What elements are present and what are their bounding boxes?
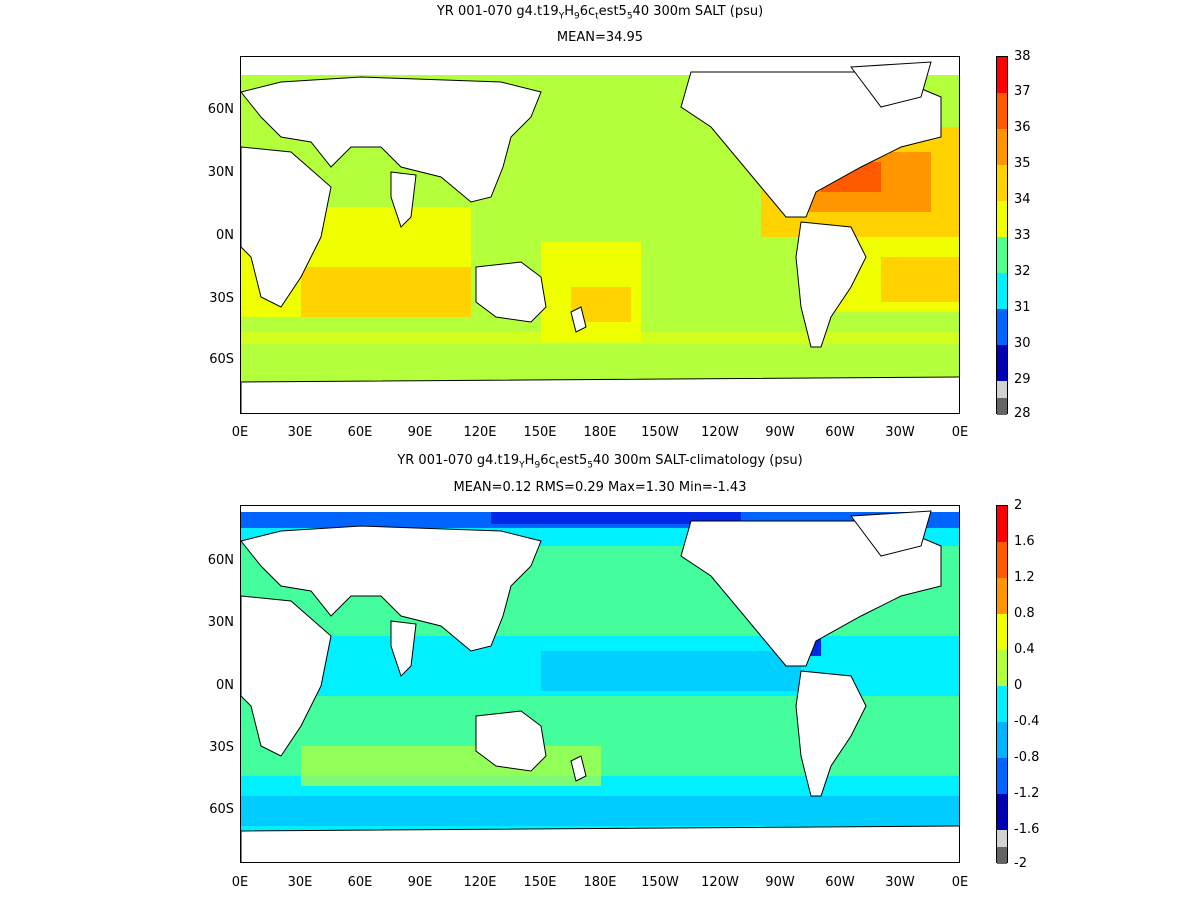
lon-label: 0E — [951, 875, 969, 890]
colorbar-label: 0 — [1014, 678, 1023, 693]
lat-label: 60N — [207, 553, 234, 568]
colorbar-label: 0.4 — [1014, 642, 1035, 657]
colorbar-label: 33 — [1014, 228, 1031, 243]
lon-label: 150W — [641, 425, 679, 440]
colorbar-label: -1.2 — [1014, 786, 1040, 801]
salinity-anomaly-map — [240, 505, 960, 863]
colorbar-label: -0.4 — [1014, 714, 1040, 729]
lon-label: 0E — [231, 875, 249, 890]
colorbar-label: 36 — [1014, 120, 1031, 135]
colorbar-label: 31 — [1014, 300, 1031, 315]
lat-label: 30N — [207, 615, 234, 630]
panel2-subtitle: MEAN=0.12 RMS=0.29 Max=1.30 Min=-1.43 — [453, 480, 747, 495]
lon-label: 150E — [523, 425, 557, 440]
lon-label: 90E — [407, 875, 433, 890]
colorbar-label: 35 — [1014, 156, 1031, 171]
colorbar-label: 38 — [1014, 49, 1031, 64]
continent-outlines — [241, 510, 959, 862]
colorbar-label: -1.6 — [1014, 822, 1040, 837]
colorbar-label: 29 — [1014, 372, 1031, 387]
salinity-map — [240, 56, 960, 414]
panel1-title: YR 001-070 g4.t19YH96ctest5540 300m SALT… — [436, 4, 764, 22]
lon-label: 30E — [287, 875, 313, 890]
lon-label: 30E — [287, 425, 313, 440]
colorbar-label: -0.8 — [1014, 750, 1040, 765]
lon-label: 60W — [825, 875, 855, 890]
lon-label: 150W — [641, 875, 679, 890]
lon-label: 30W — [885, 425, 915, 440]
colorbar-label: 30 — [1014, 336, 1031, 351]
lon-label: 120E — [463, 425, 497, 440]
colorbar-label: 1.6 — [1014, 534, 1035, 549]
lat-label: 0N — [216, 678, 234, 693]
colorbar-label: 28 — [1014, 406, 1031, 421]
anomaly-field — [241, 506, 959, 862]
lat-label: 30S — [209, 291, 234, 306]
lon-label: 0E — [231, 425, 249, 440]
colorbar-label: 32 — [1014, 264, 1031, 279]
lon-label: 0E — [951, 425, 969, 440]
lon-label: 90E — [407, 425, 433, 440]
lon-label: 60W — [825, 425, 855, 440]
salinity-field — [241, 57, 959, 413]
lon-label: 120W — [701, 425, 739, 440]
lon-label: 180E — [583, 875, 617, 890]
lon-label: 90W — [765, 425, 795, 440]
colorbar-label: 37 — [1014, 84, 1031, 99]
lon-label: 120E — [463, 875, 497, 890]
lon-label: 90W — [765, 875, 795, 890]
lon-label: 60E — [347, 875, 373, 890]
lat-label: 30N — [207, 165, 234, 180]
salinity-colorbar — [996, 56, 1008, 415]
lon-label: 30W — [885, 875, 915, 890]
panel1-subtitle: MEAN=34.95 — [556, 30, 644, 45]
panel2-title: YR 001-070 g4.t19YH96ctest5540 300m SALT… — [397, 453, 803, 471]
anomaly-colorbar — [996, 505, 1008, 864]
lon-label: 180E — [583, 425, 617, 440]
lon-label: 120W — [701, 875, 739, 890]
colorbar-label: 2 — [1014, 498, 1023, 513]
lat-label: 60S — [209, 352, 234, 367]
colorbar-label: 0.8 — [1014, 606, 1035, 621]
lon-label: 150E — [523, 875, 557, 890]
lat-label: 60N — [207, 102, 234, 117]
colorbar-label: 34 — [1014, 192, 1031, 207]
colorbar-label: -2 — [1014, 856, 1027, 871]
lat-label: 0N — [216, 228, 234, 243]
lon-label: 60E — [347, 425, 373, 440]
lat-label: 30S — [209, 740, 234, 755]
lat-label: 60S — [209, 802, 234, 817]
continent-outlines — [241, 61, 959, 413]
colorbar-label: 1.2 — [1014, 570, 1035, 585]
